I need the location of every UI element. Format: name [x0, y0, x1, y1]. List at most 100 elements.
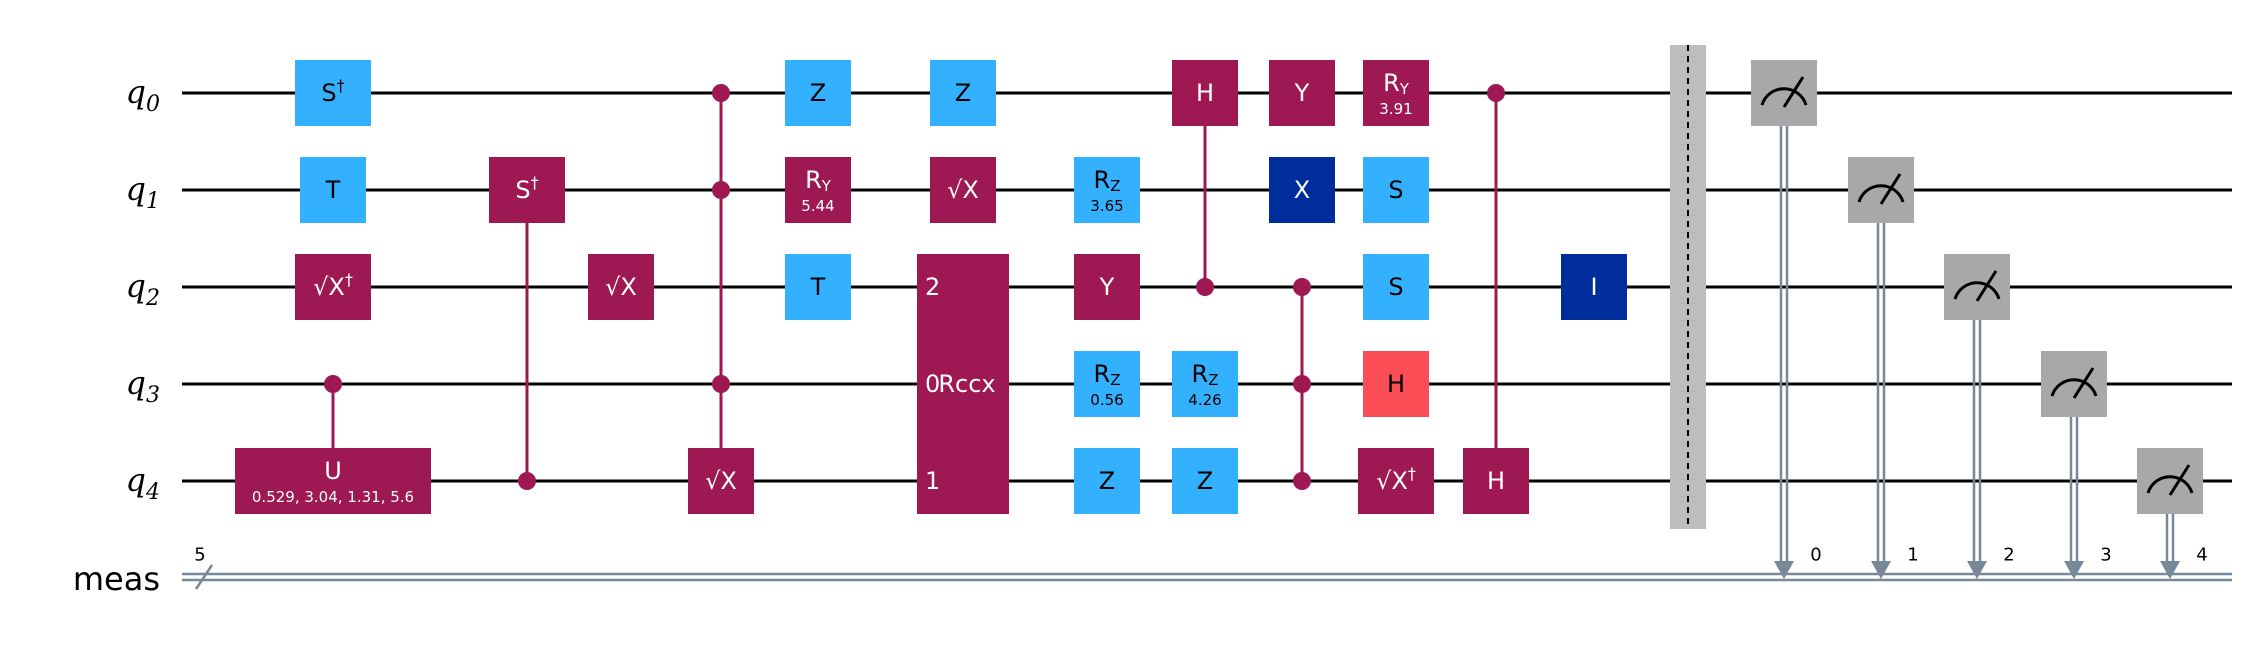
- gate-rccx-pin-q2: 2: [925, 273, 940, 301]
- gate-ry-q0-b-label: RY: [1383, 69, 1410, 98]
- gate-y-q2-box: [1074, 254, 1140, 320]
- gate-rccx-pin-q4: 1: [925, 467, 940, 495]
- classical-register-size: 5: [194, 545, 205, 566]
- measure-q0: 0: [1751, 60, 1822, 579]
- gate-sx-q1-box: [930, 157, 996, 223]
- gate-sxdg-q2-label: √X†: [313, 270, 353, 302]
- meter-needle-icon: [1782, 76, 1805, 108]
- gate-mcsx-q4-label: √X: [705, 467, 737, 495]
- gate-cu-q4: U 0.529, 3.04, 1.31, 5.6: [235, 448, 431, 514]
- gate-rz-q3-a-param: 0.56: [1090, 391, 1123, 409]
- qubit-label-1: q1: [126, 170, 160, 214]
- gate-z-q4-a-box: [1074, 448, 1140, 514]
- meter-arc-icon: [1857, 184, 1905, 203]
- gate-s-q2-box: [1363, 254, 1429, 320]
- gate-s-q1-label: S: [1388, 176, 1403, 204]
- gate-s-q1-box: [1363, 157, 1429, 223]
- gate-ry-q0-b-box: [1363, 60, 1429, 126]
- gate-sdg-q0-box: [295, 60, 371, 126]
- control-links: [324, 84, 1505, 490]
- measure-q4-box: [2137, 448, 2203, 514]
- qubit-label-4: q4: [126, 461, 160, 505]
- gate-ry-q1-a-box: [785, 157, 851, 223]
- ccz-dot-q2: [1293, 278, 1311, 296]
- gate-sxdg-q4-label: √X†: [1376, 464, 1416, 496]
- meter-needle-icon: [2072, 367, 2095, 399]
- gate-z-q0-b-box: [930, 60, 996, 126]
- gate-t-q1: T: [300, 157, 366, 223]
- gate-rz-q3-b: RZ 4.26: [1172, 351, 1238, 417]
- gate-t-q2-label: T: [810, 273, 826, 301]
- gate-id-q2-box: [1561, 254, 1627, 320]
- meter-needle-icon: [2168, 464, 2191, 496]
- measurements: 0 1 2 3 4: [1751, 60, 2208, 579]
- gate-ry-q1-a: RY 5.44: [785, 157, 851, 223]
- classical-register-label: meas: [73, 560, 160, 598]
- measure-bit-label-1: 1: [1907, 545, 1918, 566]
- measure-q2: 2: [1944, 254, 2015, 579]
- gate-ry-q0-b: RY 3.91: [1363, 60, 1429, 126]
- gate-x-q1: X: [1269, 157, 1335, 223]
- gate-rz-q1-label: RZ: [1094, 166, 1121, 195]
- gate-cu-q4-label: U: [324, 457, 342, 485]
- gate-ry-q1-a-param: 5.44: [801, 197, 834, 215]
- meter-arc-icon: [2050, 378, 2098, 397]
- gate-sdg-q0: S†: [295, 60, 371, 126]
- gate-s-q1: S: [1363, 157, 1429, 223]
- ctrl-cu-dot: [324, 375, 342, 393]
- gate-sx-q2-box: [588, 254, 654, 320]
- gate-ch-q0: H: [1172, 60, 1238, 126]
- qubit-label-2: q2: [126, 267, 160, 311]
- gate-t-q1-label: T: [325, 176, 341, 204]
- measure-q0-arrow-icon: [1774, 561, 1794, 579]
- gate-sxdg-q2-box: [295, 254, 371, 320]
- gate-rz-q3-b-param: 4.26: [1188, 391, 1221, 409]
- gate-s-q2-label: S: [1388, 273, 1403, 301]
- measure-q2-arrow-icon: [1967, 561, 1987, 579]
- gate-ch-q4-label: H: [1487, 467, 1505, 495]
- gate-rz-q3-a: RZ 0.56: [1074, 351, 1140, 417]
- gate-ry-q1-a-label: RY: [805, 166, 832, 195]
- gate-sdg-q0-label: S†: [321, 76, 344, 108]
- ccz-dot-q3: [1293, 375, 1311, 393]
- gate-rz-q3-a-label: RZ: [1094, 360, 1121, 389]
- ccz-dot-q4: [1293, 472, 1311, 490]
- meter-needle-icon: [1975, 270, 1998, 302]
- barrier: [1670, 45, 1706, 529]
- qubit-label-0: q0: [126, 73, 160, 117]
- gate-h-q3-box: [1363, 351, 1429, 417]
- measure-q0-box: [1751, 60, 1817, 126]
- gate-rccx-pin-q3: 0: [925, 370, 940, 398]
- measure-q3-box: [2041, 351, 2107, 417]
- gate-t-q1-box: [300, 157, 366, 223]
- ctrl-mcsx-3-dot: [712, 375, 730, 393]
- ctrl-csdg-dot: [518, 472, 536, 490]
- measure-q1-arrow-icon: [1871, 561, 1891, 579]
- gate-rz-q1-box: [1074, 157, 1140, 223]
- gate-z-q0-b-label: Z: [955, 79, 971, 107]
- meter-arc-icon: [1953, 281, 2001, 300]
- ctrl-mcsx-1-dot: [712, 181, 730, 199]
- gate-rz-q3-b-box: [1172, 351, 1238, 417]
- measure-bit-label-2: 2: [2003, 545, 2014, 566]
- gate-csdg-q1: S†: [489, 157, 565, 223]
- ctrl-ch-q0-dot: [1196, 278, 1214, 296]
- gate-z-q4-b: Z: [1172, 448, 1238, 514]
- gate-z-q0-a: Z: [785, 60, 851, 126]
- gate-z-q4-b-box: [1172, 448, 1238, 514]
- gate-ch-q4-box: [1463, 448, 1529, 514]
- gate-rccx-label: Rccx: [938, 370, 995, 398]
- gate-z-q0-a-label: Z: [810, 79, 826, 107]
- gate-rz-q1: RZ 3.65: [1074, 157, 1140, 223]
- gate-rccx: 2 0 1 Rccx: [917, 254, 1009, 514]
- measure-bit-label-4: 4: [2196, 545, 2207, 566]
- gate-z-q0-a-box: [785, 60, 851, 126]
- meter-arc-icon: [1760, 87, 1808, 106]
- gate-sxdg-q2: √X†: [295, 254, 371, 320]
- gate-mcsx-q4-box: [688, 448, 754, 514]
- gate-csdg-q1-label: S†: [515, 173, 538, 205]
- gate-s-q2: S: [1363, 254, 1429, 320]
- gate-rz-q3-b-label: RZ: [1192, 360, 1219, 389]
- qubit-label-3: q3: [126, 364, 160, 408]
